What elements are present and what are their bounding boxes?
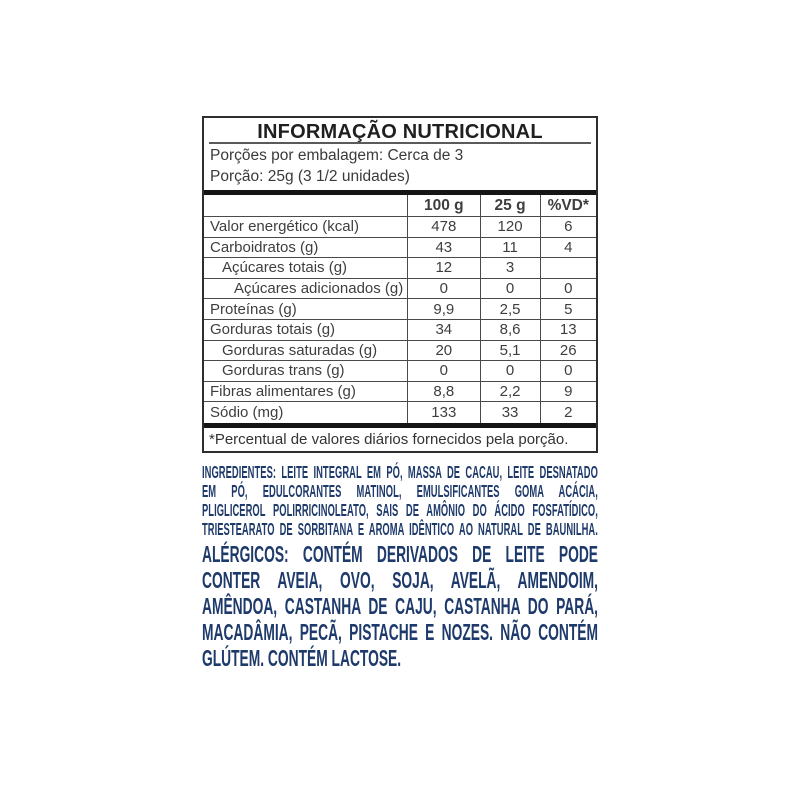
row-value-100g: 12 — [407, 258, 480, 278]
row-value-25g: 3 — [479, 258, 540, 278]
ingredients-line: TRIESTEARATO DE SORBITANA E AROMA IDÊNTI… — [202, 520, 598, 539]
row-value-100g: 8,8 — [407, 381, 480, 402]
row-label: Gorduras totais (g) — [210, 321, 336, 339]
row-label: Sódio (mg) — [210, 404, 284, 422]
allergens-text: MACADÂMIA, PECÃ, PISTACHE E NOZES. NÃO C… — [202, 619, 598, 645]
table-row-carboidratos: Carboidratos (g) 43 11 4 — [204, 237, 596, 259]
row-label: Gorduras trans (g) — [222, 362, 345, 380]
row-value-vd: 6 — [539, 217, 596, 237]
row-value-100g: 43 — [407, 237, 480, 258]
row-value-25g: 0 — [479, 361, 540, 381]
ingredients-text: LEITE INTEGRAL EM PÓ, MASSA DE CACAU, LE… — [276, 462, 598, 482]
ingredients-text: EM PÓ, EDULCORANTES MATINOL, EMULSIFICAN… — [202, 481, 598, 501]
header-col-vd: %VD* — [539, 195, 596, 216]
table-title: INFORMAÇÃO NUTRICIONAL — [257, 121, 543, 143]
row-value-vd: 0 — [539, 278, 596, 299]
portion-size-line: Porção: 25g (3 1/2 unidades) — [210, 167, 410, 185]
row-value-25g: 11 — [479, 237, 540, 258]
table-row-sodio: Sódio (mg) 133 33 2 — [204, 402, 596, 423]
allergens-line: GLÚTEM. CONTÉM LACTOSE. — [202, 645, 598, 671]
row-value-25g: 8,6 — [479, 319, 540, 340]
ingredients-line: EM PÓ, EDULCORANTES MATINOL, EMULSIFICAN… — [202, 482, 598, 501]
thick-divider-bottom — [204, 422, 596, 428]
ingredients-text: TRIESTEARATO DE SORBITANA E AROMA IDÊNTI… — [202, 519, 598, 539]
row-label: Proteínas (g) — [210, 300, 297, 318]
table-row-valor-energetico: Valor energético (kcal) 478 120 6 — [204, 217, 596, 238]
header-empty-cell — [204, 195, 407, 216]
servings-per-package-line: Porções por embalagem: Cerca de 3 — [210, 147, 464, 164]
row-label: Carboidratos (g) — [210, 238, 319, 256]
row-value-25g: 0 — [479, 278, 540, 299]
row-label: Gorduras saturadas (g) — [222, 341, 378, 359]
ingredients-line: PLIGLICEROL POLIRRICINOLEATO, SAIS DE AM… — [202, 501, 598, 520]
allergens-text: CONTER AVEIA, OVO, SOJA, AVELÃ, AMENDOIM… — [202, 567, 598, 593]
ingredients-section: INGREDIENTES: LEITE INTEGRAL EM PÓ, MASS… — [202, 463, 598, 539]
row-value-100g: 34 — [407, 319, 480, 340]
table-row-fibras: Fibras alimentares (g) 8,8 2,2 9 — [204, 381, 596, 403]
row-value-vd: 2 — [539, 402, 596, 423]
header-col-25g: 25 g — [479, 195, 540, 216]
row-value-vd: 26 — [539, 340, 596, 361]
ingredients-text: PLIGLICEROL POLIRRICINOLEATO, SAIS DE AM… — [202, 500, 598, 520]
row-value-25g: 2,2 — [479, 381, 540, 402]
row-label: Açúcares adicionados (g) — [234, 280, 404, 298]
table-row-gorduras-trans: Gorduras trans (g) 0 0 0 — [204, 361, 596, 382]
row-value-100g: 133 — [407, 402, 480, 423]
row-label: Açúcares totais (g) — [222, 259, 348, 277]
table-header-row: 100 g 25 g %VD* — [204, 195, 596, 217]
nutrition-facts-table: INFORMAÇÃO NUTRICIONAL Porções por embal… — [202, 116, 598, 453]
row-value-vd — [539, 258, 596, 278]
row-value-vd: 9 — [539, 381, 596, 402]
title-divider — [209, 142, 591, 144]
daily-values-footnote: *Percentual de valores diários fornecido… — [209, 430, 569, 448]
row-label: Fibras alimentares (g) — [210, 383, 356, 401]
row-label: Valor energético (kcal) — [210, 218, 359, 236]
portion-info: Porções por embalagem: Cerca de 3 Porção… — [204, 144, 596, 187]
row-value-vd: 4 — [539, 237, 596, 258]
row-value-100g: 20 — [407, 340, 480, 361]
row-value-vd: 13 — [539, 319, 596, 340]
allergens-section: ALÉRGICOS: CONTÉM DERIVADOS DE LEITE POD… — [202, 541, 598, 671]
ingredients-label: INGREDIENTES: — [202, 462, 277, 482]
allergens-text: GLÚTEM. CONTÉM LACTOSE. — [202, 645, 402, 671]
row-value-25g: 2,5 — [479, 299, 540, 319]
row-value-100g: 478 — [407, 217, 480, 237]
allergens-line: AMÊNDOA, CASTANHA DE CAJU, CASTANHA DO P… — [202, 593, 598, 619]
ingredients-line: INGREDIENTES: LEITE INTEGRAL EM PÓ, MASS… — [202, 463, 598, 482]
table-row-acucares-totais: Açúcares totais (g) 12 3 — [204, 258, 596, 279]
allergens-line: CONTER AVEIA, OVO, SOJA, AVELÃ, AMENDOIM… — [202, 567, 598, 593]
table-row-acucares-adicionados: Açúcares adicionados (g) 0 0 0 — [204, 278, 596, 300]
allergens-text: AMÊNDOA, CASTANHA DE CAJU, CASTANHA DO P… — [202, 593, 598, 619]
allergens-line: MACADÂMIA, PECÃ, PISTACHE E NOZES. NÃO C… — [202, 619, 598, 645]
allergens-text: ALÉRGICOS: CONTÉM DERIVADOS DE LEITE POD… — [202, 541, 598, 567]
row-value-100g: 0 — [407, 361, 480, 381]
row-value-vd: 0 — [539, 361, 596, 381]
row-value-100g: 9,9 — [407, 299, 480, 319]
allergens-line: ALÉRGICOS: CONTÉM DERIVADOS DE LEITE POD… — [202, 541, 598, 567]
table-row-proteinas: Proteínas (g) 9,9 2,5 5 — [204, 299, 596, 320]
row-value-25g: 5,1 — [479, 340, 540, 361]
row-value-vd: 5 — [539, 299, 596, 319]
thick-divider-top — [204, 190, 596, 195]
header-col-100g: 100 g — [407, 195, 480, 216]
row-value-25g: 33 — [479, 402, 540, 423]
table-row-gorduras-saturadas: Gorduras saturadas (g) 20 5,1 26 — [204, 340, 596, 362]
table-row-gorduras-totais: Gorduras totais (g) 34 8,6 13 — [204, 319, 596, 341]
row-value-100g: 0 — [407, 278, 480, 299]
row-value-25g: 120 — [479, 217, 540, 237]
